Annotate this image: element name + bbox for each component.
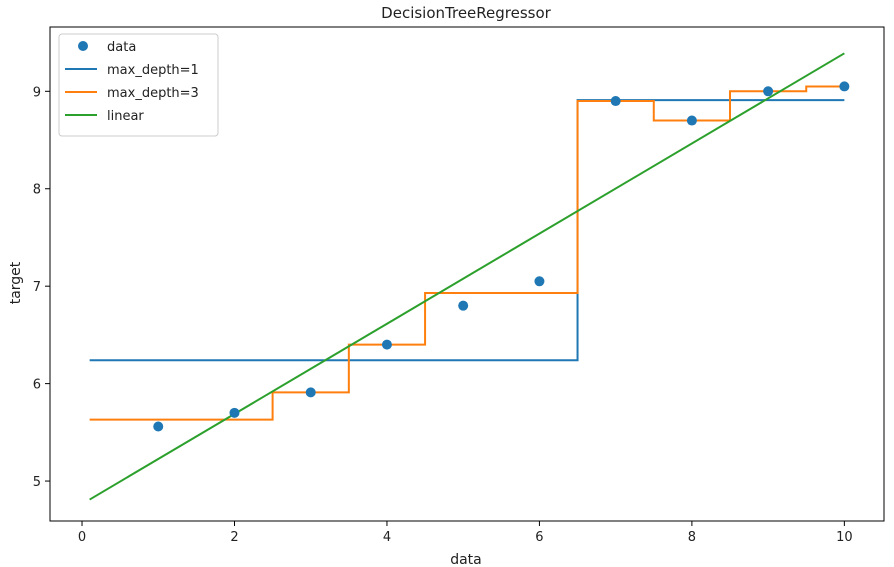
data-point <box>153 421 164 432</box>
x-tick-label: 10 <box>836 530 853 545</box>
data-point <box>305 387 316 398</box>
data-point <box>610 96 621 107</box>
data-point <box>686 115 697 126</box>
data-point <box>839 81 850 92</box>
legend-marker <box>78 41 88 51</box>
y-tick-label: 6 <box>33 378 41 393</box>
x-tick-label: 6 <box>535 530 543 545</box>
plot-frame <box>49 26 885 522</box>
chart-title: DecisionTreeRegressor <box>381 4 551 22</box>
legend-box <box>58 33 219 137</box>
x-tick-label: 8 <box>688 530 696 545</box>
data-point <box>458 300 469 311</box>
data-point <box>381 339 392 350</box>
y-tick-label: 9 <box>33 85 41 100</box>
axis-ticks: 0 2 4 6 8 10 5 6 7 8 9 <box>33 85 853 545</box>
y-tick-label: 8 <box>33 183 41 198</box>
y-tick-label: 7 <box>33 280 41 295</box>
plot-area <box>89 52 850 501</box>
series-line-max-depth-1 <box>89 99 845 362</box>
data-point <box>229 407 240 418</box>
legend-label: max_depth=1 <box>107 63 199 78</box>
x-axis-title: data <box>450 552 482 567</box>
legend-label: linear <box>107 109 144 124</box>
data-point <box>763 86 774 97</box>
data-point <box>534 276 545 287</box>
y-tick-label: 5 <box>33 475 41 490</box>
series-line-linear <box>89 52 845 501</box>
x-tick-label: 2 <box>230 530 238 545</box>
legend-label: max_depth=3 <box>107 86 199 101</box>
x-tick-label: 4 <box>383 530 391 545</box>
y-axis-title: target <box>8 261 24 304</box>
x-tick-label: 0 <box>78 530 86 545</box>
legend-label: data <box>107 40 136 55</box>
